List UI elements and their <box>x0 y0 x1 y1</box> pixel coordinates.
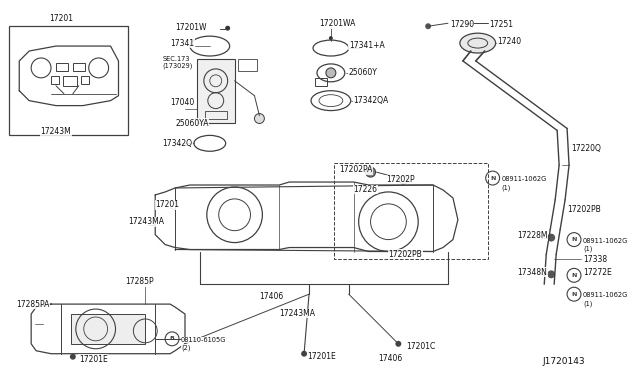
Text: (1): (1) <box>502 184 511 190</box>
Circle shape <box>547 234 555 241</box>
Text: B: B <box>170 336 175 341</box>
Text: 17243MA: 17243MA <box>129 217 164 226</box>
Text: 17406: 17406 <box>259 292 284 301</box>
Circle shape <box>567 232 581 247</box>
Circle shape <box>301 351 307 357</box>
Text: 25060YA: 25060YA <box>175 119 209 128</box>
Text: 17040: 17040 <box>170 98 195 107</box>
Text: 17342QA: 17342QA <box>354 96 389 105</box>
Text: 17202P: 17202P <box>387 175 415 184</box>
Text: 17272E: 17272E <box>583 268 612 277</box>
Text: 17240: 17240 <box>498 36 522 46</box>
Text: N: N <box>572 273 577 278</box>
Bar <box>197 59 235 124</box>
Text: 17251: 17251 <box>490 20 514 29</box>
Bar <box>315 78 327 86</box>
Ellipse shape <box>460 33 495 53</box>
Text: 17202PA: 17202PA <box>339 165 372 174</box>
Circle shape <box>365 167 376 177</box>
Bar <box>237 59 257 71</box>
Text: N: N <box>490 176 495 180</box>
Text: 17348N: 17348N <box>518 268 547 277</box>
Text: 08911-1062G: 08911-1062G <box>583 238 628 244</box>
Text: 17243M: 17243M <box>40 128 71 137</box>
Text: 17338: 17338 <box>583 256 607 264</box>
Bar <box>205 110 227 119</box>
Text: 17342Q: 17342Q <box>162 139 192 148</box>
Text: 17201E: 17201E <box>79 355 108 364</box>
Text: 17201W: 17201W <box>175 23 207 32</box>
Text: 17285PA: 17285PA <box>16 299 50 309</box>
Bar <box>51 76 59 84</box>
Text: 08911-1062G: 08911-1062G <box>502 176 547 182</box>
Circle shape <box>486 171 500 185</box>
Circle shape <box>329 36 333 40</box>
Text: 17201C: 17201C <box>406 342 436 351</box>
Text: 17290: 17290 <box>450 20 474 29</box>
Circle shape <box>165 332 179 346</box>
Text: (1): (1) <box>583 300 593 307</box>
Bar <box>63 76 77 86</box>
Bar <box>73 63 84 71</box>
Circle shape <box>225 26 230 31</box>
Text: 17406: 17406 <box>378 354 403 363</box>
Circle shape <box>70 354 76 360</box>
Text: 17341: 17341 <box>170 39 194 48</box>
Text: 17201E: 17201E <box>307 352 336 361</box>
Text: 08911-1062G: 08911-1062G <box>583 292 628 298</box>
Text: J1720143: J1720143 <box>542 357 585 366</box>
Circle shape <box>425 23 431 29</box>
Text: 17220Q: 17220Q <box>571 144 601 153</box>
Text: 17228M: 17228M <box>518 231 548 240</box>
Text: 17201: 17201 <box>49 14 73 23</box>
Circle shape <box>567 287 581 301</box>
Circle shape <box>547 270 555 278</box>
Bar <box>81 76 89 84</box>
Text: 08110-6105G: 08110-6105G <box>181 337 227 343</box>
Bar <box>10 26 129 135</box>
Text: 17201: 17201 <box>156 201 179 209</box>
Text: 17202PB: 17202PB <box>567 205 601 214</box>
Text: 17285P: 17285P <box>125 277 154 286</box>
Text: (2): (2) <box>181 345 191 351</box>
Text: 25060Y: 25060Y <box>349 68 378 77</box>
Circle shape <box>396 341 401 347</box>
Text: SEC.173
(173029): SEC.173 (173029) <box>162 56 193 70</box>
Text: 17201WA: 17201WA <box>319 19 355 28</box>
Circle shape <box>326 68 336 78</box>
Text: 17226: 17226 <box>354 185 378 194</box>
Text: N: N <box>572 237 577 242</box>
Text: 17341+A: 17341+A <box>349 41 385 49</box>
Bar <box>56 63 68 71</box>
Text: 17202PB: 17202PB <box>388 250 422 259</box>
Bar <box>71 314 145 344</box>
Text: 17243MA: 17243MA <box>279 309 316 318</box>
Circle shape <box>567 268 581 282</box>
Bar <box>334 163 488 259</box>
Circle shape <box>255 113 264 124</box>
Text: (1): (1) <box>583 246 593 252</box>
Text: N: N <box>572 292 577 297</box>
